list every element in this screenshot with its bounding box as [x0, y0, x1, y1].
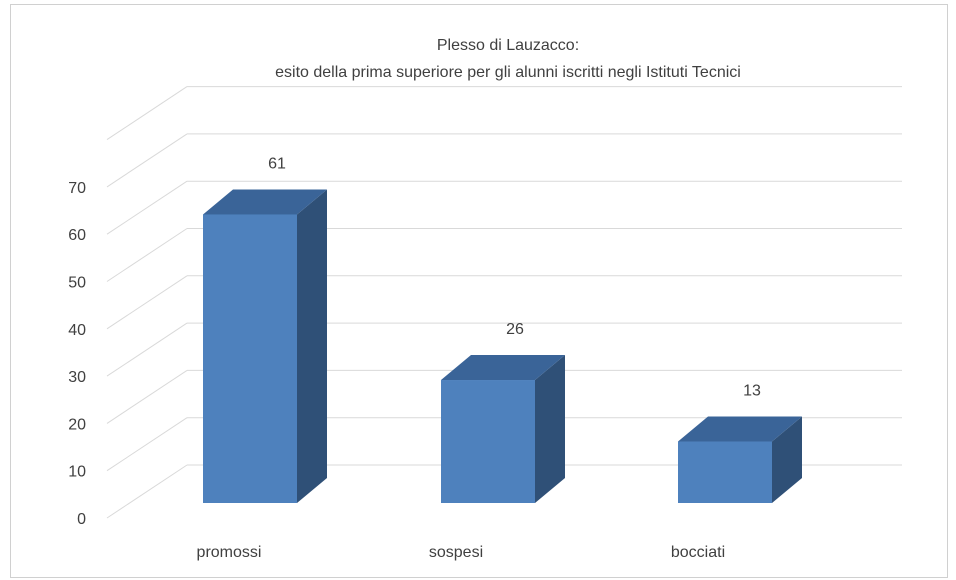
- y-tick-label: 60: [68, 227, 86, 244]
- bar-top: [203, 189, 327, 215]
- bar-bocciati: [678, 416, 802, 503]
- gridline-side: [106, 228, 188, 282]
- x-axis-categories: promossi sospesi bocciati: [197, 544, 726, 561]
- bar-front: [678, 441, 772, 503]
- bars: [203, 189, 802, 503]
- data-label: 26: [506, 321, 524, 338]
- gridline-side: [106, 86, 188, 141]
- y-tick-label: 70: [68, 180, 86, 197]
- y-tick-label: 20: [68, 416, 86, 433]
- y-axis-ticks: 0 10 20 30 40 50 60 70: [68, 180, 86, 528]
- bar-top: [678, 416, 802, 442]
- bar-promossi: [203, 189, 327, 503]
- gridline-side: [106, 180, 188, 235]
- y-tick-label: 50: [68, 275, 86, 292]
- category-label: promossi: [197, 544, 262, 561]
- data-label: 61: [268, 155, 286, 172]
- gridline-side: [106, 464, 188, 519]
- gridline-side: [106, 417, 188, 472]
- bar-front: [203, 214, 297, 503]
- bar-side: [772, 416, 802, 503]
- gridline-side: [106, 275, 188, 330]
- y-tick-label: 40: [68, 322, 86, 339]
- y-tick-label: 30: [68, 369, 86, 386]
- y-tick-label: 0: [77, 511, 86, 528]
- gridline-side: [106, 133, 188, 188]
- bar-side: [297, 189, 327, 503]
- bar-sospesi: [441, 355, 565, 503]
- category-label: bocciati: [671, 544, 725, 561]
- category-label: sospesi: [429, 544, 483, 561]
- bar-front: [441, 380, 535, 503]
- y-tick-label: 10: [68, 464, 86, 481]
- gridline-side: [106, 322, 188, 377]
- data-labels: 61 26 13: [268, 155, 761, 399]
- bar-top: [441, 355, 565, 381]
- bar-side: [535, 355, 565, 503]
- gridline-side: [106, 369, 188, 424]
- chart-title: Plesso di Lauzacco:: [437, 37, 579, 54]
- data-label: 13: [743, 383, 761, 400]
- chart-subtitle: esito della prima superiore per gli alun…: [275, 64, 741, 81]
